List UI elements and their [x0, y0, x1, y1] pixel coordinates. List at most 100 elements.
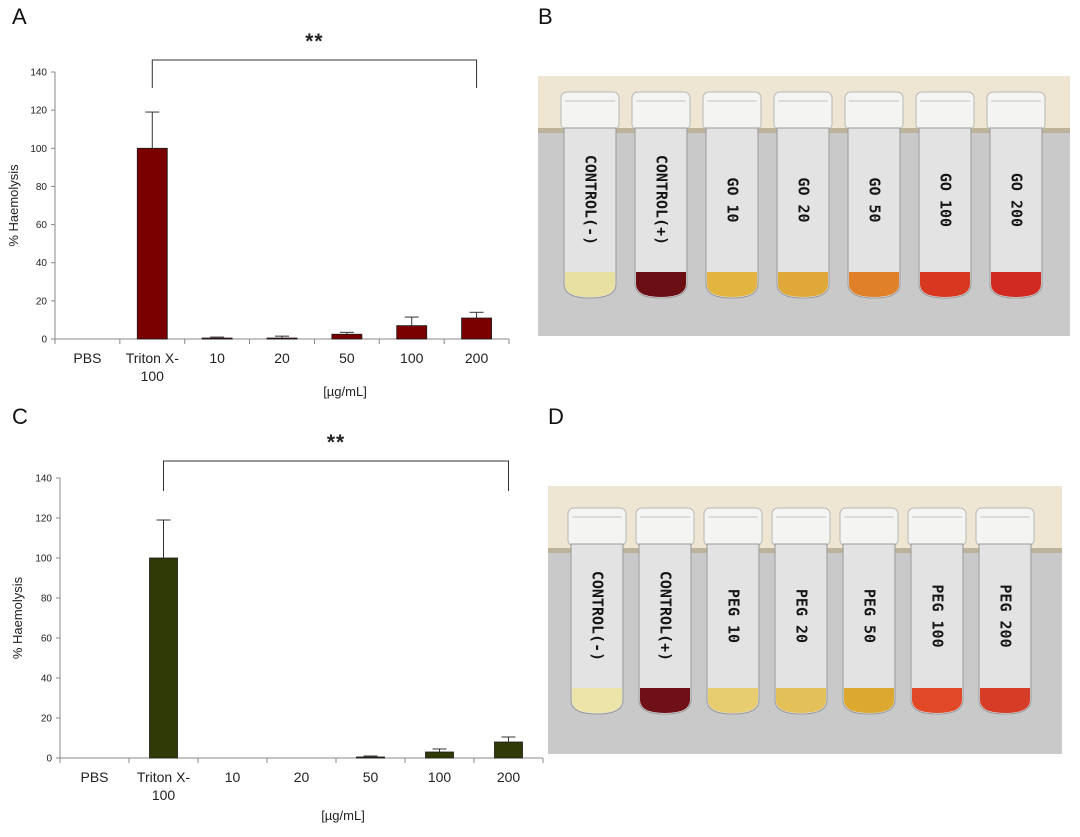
photo-b-tubes: CONTROL(-) CONTROL(+) GO 10 GO 20 GO 50 GO 10…	[538, 76, 1070, 336]
x-tick-label: PBS	[73, 350, 101, 366]
tube-body	[774, 543, 828, 715]
x-tick-label: 20	[294, 769, 310, 785]
tube-cap	[773, 91, 833, 131]
tube-cap	[567, 507, 627, 547]
tube: CONTROL(+)	[631, 91, 691, 299]
tube-body	[978, 543, 1032, 715]
significance-label: **	[327, 431, 345, 454]
bar	[149, 557, 178, 759]
chart-a: 0 20 40 60 80 100 120 140 PBS Triton X-100 10 20 50 1…	[6, 30, 510, 399]
photo-b: CONTROL(-) CONTROL(+) GO 10 GO 20 GO 50 GO 10…	[538, 76, 1070, 336]
tube-cap	[771, 507, 831, 547]
y-tick-label: 140	[30, 68, 47, 79]
tube: GO 200	[986, 91, 1046, 299]
tube-liquid	[980, 688, 1030, 713]
tube: PEG 50	[839, 507, 899, 715]
tube: PEG 20	[771, 507, 831, 715]
significance-bracket	[151, 59, 478, 88]
x-tick-label: 100	[400, 350, 424, 366]
y-tick-label: 0	[46, 754, 52, 765]
tube-liquid	[849, 272, 899, 297]
tube-body	[989, 127, 1043, 299]
x-tick-label: PBS	[80, 769, 108, 785]
tube-body	[705, 127, 759, 299]
tube-label: CONTROL(+)	[657, 571, 675, 661]
tube-label: GO 20	[795, 177, 813, 222]
y-tick-label: 0	[41, 335, 47, 346]
y-tick-label: 20	[36, 296, 48, 307]
tube-cap	[839, 507, 899, 547]
bar	[396, 325, 428, 340]
photo-d-tubes: CONTROL(-) CONTROL(+) PEG 10 PEG 20 PEG 50 PE…	[548, 486, 1062, 754]
y-tick-label: 140	[35, 474, 52, 485]
x-tick-label: Triton X-100	[126, 350, 179, 384]
tube-label: PEG 50	[861, 589, 879, 643]
tube-liquid	[920, 272, 970, 297]
bar	[331, 333, 363, 340]
tube: GO 50	[844, 91, 904, 299]
tube-liquid	[912, 688, 962, 713]
tube-liquid	[776, 688, 826, 713]
x-tick-label: Triton X-100	[137, 769, 190, 803]
tube: PEG 200	[975, 507, 1035, 715]
tube-liquid	[844, 688, 894, 713]
tube-label: PEG 10	[725, 589, 743, 643]
tube-body	[706, 543, 760, 715]
y-tick-label: 60	[41, 634, 53, 645]
x-axis-title: [µg/mL]	[323, 384, 367, 399]
tube-label: GO 50	[866, 177, 884, 222]
y-tick-label: 80	[36, 182, 48, 193]
tube-liquid	[636, 272, 686, 297]
tube-label: CONTROL(+)	[653, 155, 671, 245]
tube-liquid	[707, 272, 757, 297]
y-tick-label: 120	[35, 514, 52, 525]
tube-liquid	[708, 688, 758, 713]
x-tick-label: 100	[428, 769, 452, 785]
tube: CONTROL(-)	[560, 91, 620, 299]
tube-cap	[986, 91, 1046, 131]
tube-liquid	[640, 688, 690, 713]
panel-letter-a: A	[12, 4, 27, 29]
tube-cap	[975, 507, 1035, 547]
y-tick-label: 20	[41, 714, 53, 725]
y-axis-title: % Haemolysis	[6, 164, 21, 247]
tube-body	[634, 127, 688, 299]
tube-body	[918, 127, 972, 299]
tube: GO 20	[773, 91, 833, 299]
x-tick-label: 50	[339, 350, 355, 366]
bar	[494, 741, 523, 759]
tube-liquid	[778, 272, 828, 297]
photo-d: CONTROL(-) CONTROL(+) PEG 10 PEG 20 PEG 50 PE…	[548, 486, 1062, 754]
tube-cap	[635, 507, 695, 547]
x-tick-label: 20	[274, 350, 290, 366]
bar	[461, 317, 492, 340]
tube-body	[638, 543, 692, 715]
bar	[356, 756, 385, 759]
tube: CONTROL(+)	[635, 507, 695, 715]
tube-label: GO 10	[724, 177, 742, 222]
tube-cap	[702, 91, 762, 131]
tube-body	[563, 127, 617, 299]
y-tick-label: 100	[35, 554, 52, 565]
tube-cap	[915, 91, 975, 131]
tube-cap	[560, 91, 620, 131]
tube-liquid	[565, 272, 615, 297]
x-tick-label: 10	[209, 350, 225, 366]
x-axis-title: [µg/mL]	[321, 808, 365, 823]
bar	[425, 751, 454, 759]
tube-label: CONTROL(-)	[589, 571, 607, 661]
tube-body	[847, 127, 901, 299]
y-tick-label: 40	[41, 674, 53, 685]
tube-liquid	[572, 688, 622, 713]
tube-body	[570, 543, 624, 715]
tube-cap	[631, 91, 691, 131]
x-tick-label: 200	[465, 350, 489, 366]
x-tick-label: 200	[497, 769, 521, 785]
tube: GO 10	[702, 91, 762, 299]
y-tick-label: 60	[36, 220, 48, 231]
tube-body	[776, 127, 830, 299]
panel-letter-b: B	[538, 4, 553, 29]
panel-letter-c: C	[12, 404, 28, 429]
tube-liquid	[991, 272, 1041, 297]
bar	[201, 337, 233, 340]
